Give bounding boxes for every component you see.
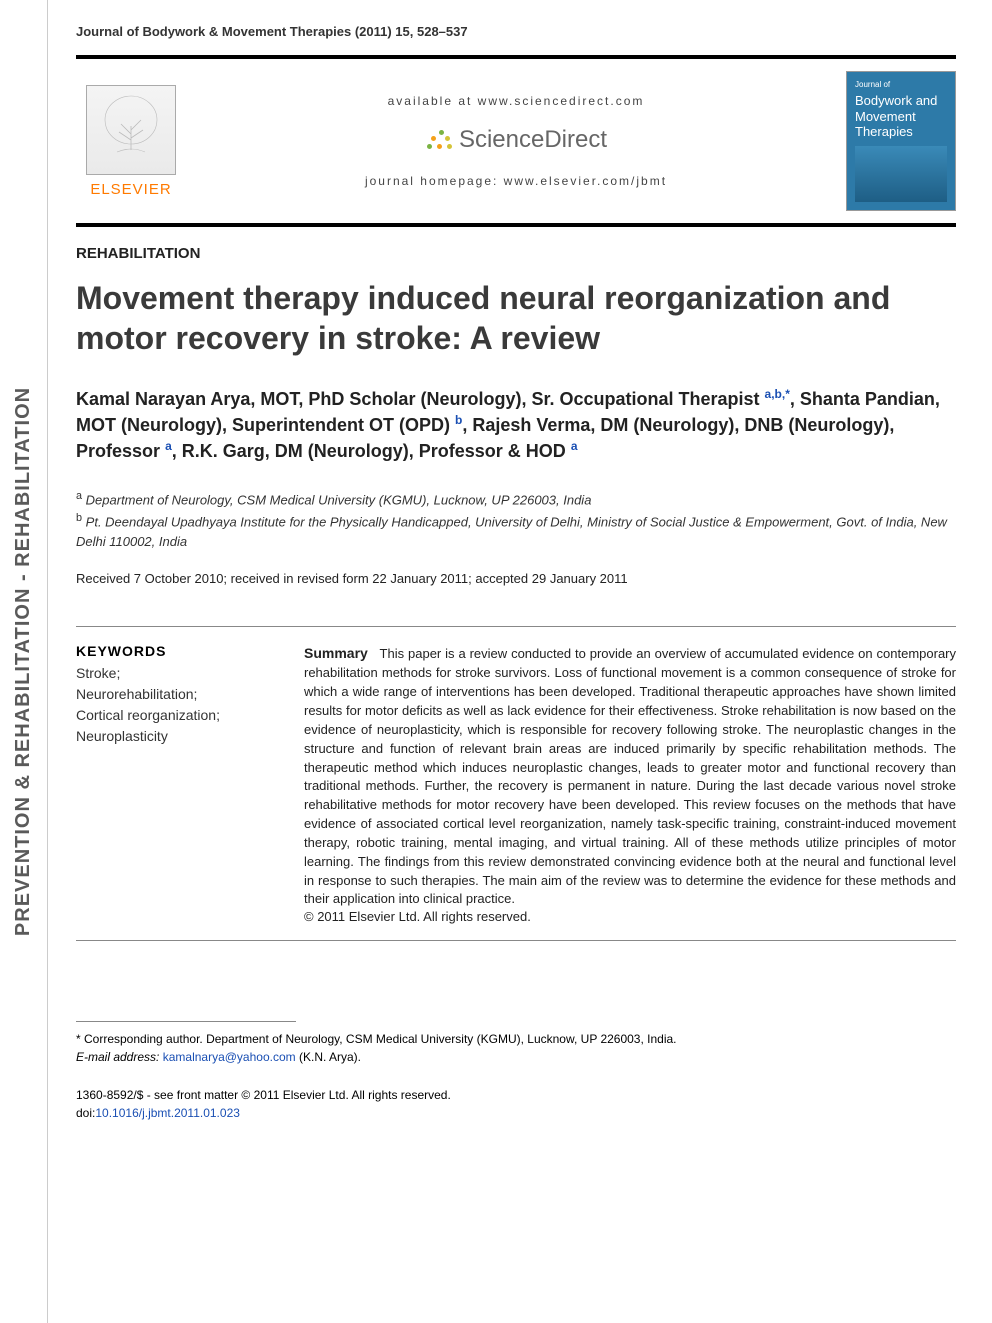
corresponding-line1: * Corresponding author. Department of Ne… bbox=[76, 1030, 956, 1048]
corresponding-author: * Corresponding author. Department of Ne… bbox=[76, 1030, 956, 1066]
keywords-column: KEYWORDS Stroke; Neurorehabilitation; Co… bbox=[76, 643, 276, 924]
author-4-aff: a bbox=[571, 439, 578, 453]
side-banner: PREVENTION & REHABILITATION - REHABILITA… bbox=[0, 0, 48, 1323]
author-3-aff: a bbox=[165, 439, 172, 453]
summary-column: Summary This paper is a review conducted… bbox=[304, 643, 956, 924]
affiliation-b: b Pt. Deendayal Upadhyaya Institute for … bbox=[76, 510, 956, 551]
summary-body: Summary This paper is a review conducted… bbox=[304, 643, 956, 909]
elsevier-tree-icon bbox=[86, 85, 176, 175]
header-band: ELSEVIER available at www.sciencedirect.… bbox=[76, 55, 956, 227]
abstract-block: KEYWORDS Stroke; Neurorehabilitation; Co… bbox=[76, 626, 956, 941]
keywords-list: Stroke; Neurorehabilitation; Cortical re… bbox=[76, 663, 276, 747]
side-banner-text: PREVENTION & REHABILITATION - REHABILITA… bbox=[12, 387, 35, 936]
journal-homepage: journal homepage: www.elsevier.com/jbmt bbox=[198, 174, 834, 188]
email-label: E-mail address: bbox=[76, 1050, 159, 1064]
footer-info: 1360-8592/$ - see front matter © 2011 El… bbox=[76, 1086, 956, 1122]
section-label: REHABILITATION bbox=[76, 245, 956, 262]
affiliation-a-text: Department of Neurology, CSM Medical Uni… bbox=[86, 493, 592, 508]
journal-citation: Journal of Bodywork & Movement Therapies… bbox=[76, 24, 956, 39]
cover-line2: Bodywork and Movement Therapies bbox=[855, 93, 947, 140]
keyword-item: Stroke; bbox=[76, 663, 276, 684]
journal-cover-thumb: Journal of Bodywork and Movement Therapi… bbox=[846, 71, 956, 211]
email-link[interactable]: kamalnarya@yahoo.com bbox=[163, 1050, 296, 1064]
author-4: , R.K. Garg, DM (Neurology), Professor &… bbox=[172, 441, 566, 461]
affiliation-b-text: Pt. Deendayal Upadhyaya Institute for th… bbox=[76, 514, 947, 549]
summary-copyright: © 2011 Elsevier Ltd. All rights reserved… bbox=[304, 909, 956, 924]
article-dates: Received 7 October 2010; received in rev… bbox=[76, 571, 956, 586]
sciencedirect-text: ScienceDirect bbox=[459, 126, 607, 154]
issn-line: 1360-8592/$ - see front matter © 2011 El… bbox=[76, 1086, 956, 1104]
doi-link[interactable]: 10.1016/j.jbmt.2011.01.023 bbox=[95, 1106, 240, 1120]
sciencedirect-logo: ScienceDirect bbox=[425, 126, 607, 154]
available-at-text: available at www.sciencedirect.com bbox=[198, 94, 834, 108]
elsevier-label: ELSEVIER bbox=[90, 181, 171, 198]
keyword-item: Neurorehabilitation; bbox=[76, 684, 276, 705]
header-center: available at www.sciencedirect.com Scien… bbox=[198, 94, 834, 188]
authors-block: Kamal Narayan Arya, MOT, PhD Scholar (Ne… bbox=[76, 386, 956, 464]
summary-heading: Summary bbox=[304, 645, 368, 661]
author-1: Kamal Narayan Arya, MOT, PhD Scholar (Ne… bbox=[76, 389, 760, 409]
affiliation-a: a Department of Neurology, CSM Medical U… bbox=[76, 488, 956, 510]
cover-line1: Journal of bbox=[855, 80, 947, 89]
keyword-item: Cortical reorganization; bbox=[76, 705, 276, 726]
doi-label: doi: bbox=[76, 1106, 95, 1120]
author-1-aff: a,b, bbox=[765, 387, 786, 401]
article-title: Movement therapy induced neural reorgani… bbox=[76, 278, 956, 358]
corresponding-email-line: E-mail address: kamalnarya@yahoo.com (K.… bbox=[76, 1048, 956, 1066]
summary-text: This paper is a review conducted to prov… bbox=[304, 646, 956, 906]
footer-separator bbox=[76, 1021, 296, 1022]
email-suffix: (K.N. Arya). bbox=[299, 1050, 361, 1064]
doi-line: doi:10.1016/j.jbmt.2011.01.023 bbox=[76, 1104, 956, 1122]
elsevier-logo-block: ELSEVIER bbox=[76, 85, 186, 198]
affiliations: a Department of Neurology, CSM Medical U… bbox=[76, 488, 956, 551]
keyword-item: Neuroplasticity bbox=[76, 726, 276, 747]
cover-image-area bbox=[855, 146, 947, 202]
sciencedirect-dots-icon bbox=[425, 128, 453, 152]
main-content: Journal of Bodywork & Movement Therapies… bbox=[48, 0, 992, 1323]
keywords-heading: KEYWORDS bbox=[76, 643, 276, 659]
